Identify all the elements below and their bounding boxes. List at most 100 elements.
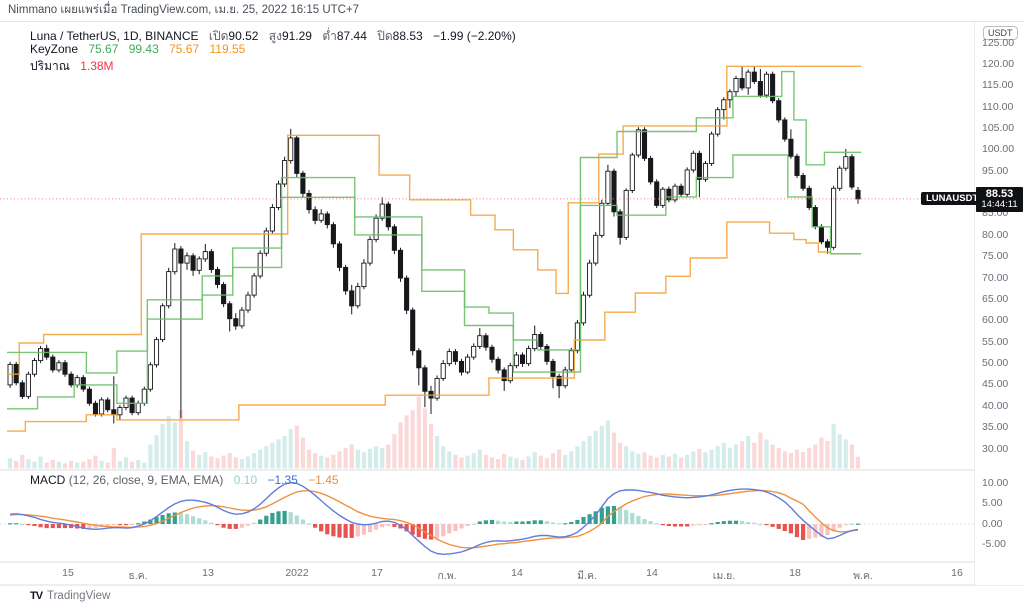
candle-up	[446, 351, 452, 365]
macd-histogram-bar	[227, 524, 232, 529]
candle-down	[818, 226, 824, 243]
volume-bar	[801, 452, 806, 469]
macd-histogram-bar	[496, 520, 501, 524]
macd-histogram-bar	[782, 524, 787, 531]
keyzone-orange-upper-line	[7, 65, 862, 375]
volume-bar	[325, 457, 330, 469]
candle-down	[458, 360, 465, 373]
macd-histogram-bar	[111, 524, 116, 526]
candle-down	[648, 157, 654, 183]
price-tick-label: 65.00	[982, 292, 1009, 305]
volume-bar	[50, 459, 55, 469]
price-axis[interactable]: USDT	[975, 22, 1024, 585]
publish-info-text: Nimmano เผยแพร่เมื่อ TradingView.com, เม…	[8, 4, 360, 16]
volume-bar	[380, 447, 385, 469]
candle-up	[843, 156, 849, 169]
macd-histogram-bar	[386, 524, 391, 526]
macd-histogram-bar	[709, 523, 714, 525]
time-tick-label: เม.ย.	[712, 570, 736, 582]
candle-up	[245, 294, 251, 311]
candle-up	[690, 152, 696, 171]
macd-histogram-bar	[569, 522, 574, 524]
volume-bar	[715, 446, 720, 469]
candle-up	[587, 262, 593, 296]
candle-down	[770, 73, 776, 102]
volume-bar	[154, 435, 159, 469]
macd-histogram-bar	[788, 524, 793, 534]
macd-histogram-bar	[624, 510, 629, 524]
macd-histogram-bar	[843, 524, 848, 526]
volume-bar	[300, 437, 305, 469]
candle-down	[306, 192, 312, 211]
volume-bar	[38, 456, 43, 469]
tradingview-watermark[interactable]: TradingView	[47, 590, 111, 602]
candle-up	[361, 262, 367, 288]
candle-down	[855, 189, 861, 200]
currency-toggle-button[interactable]: USDT	[983, 26, 1018, 40]
candle-down	[208, 251, 214, 270]
volume-bar	[502, 453, 507, 469]
volume-bar	[624, 446, 629, 469]
candle-down	[550, 360, 556, 377]
volume-bar	[441, 446, 446, 469]
candle-down	[776, 100, 782, 121]
tradingview-logo-icon[interactable]: TV	[30, 590, 43, 602]
candle-down	[300, 172, 306, 194]
candle-up	[275, 183, 282, 208]
macd-histogram-bar	[361, 524, 366, 535]
candle-up	[532, 334, 538, 350]
macd-histogram-bar	[50, 524, 55, 529]
candle-down	[617, 211, 623, 238]
time-tick-label: 14	[511, 567, 523, 579]
volume-bar	[203, 452, 208, 469]
volume-label: ปริมาณ	[30, 59, 70, 73]
volume-bar	[819, 437, 824, 469]
volume-bar	[672, 453, 678, 469]
volume-bar	[410, 410, 415, 469]
ticker-tag: LUNAUSDT	[921, 192, 984, 206]
volume-bar	[477, 449, 482, 469]
candle-up	[574, 322, 580, 352]
macd-histogram-bar	[776, 524, 781, 529]
volume-bar	[459, 457, 464, 469]
price-tick-label: 50.00	[982, 357, 1009, 369]
macd-histogram-bar	[721, 521, 726, 524]
candle-down	[404, 277, 410, 311]
macd-histogram-bar	[727, 520, 732, 524]
macd-histogram-bar	[215, 524, 220, 526]
volume-bar	[447, 451, 452, 469]
last-price-value: 88.53	[985, 187, 1014, 200]
volume-bar	[136, 459, 141, 469]
macd-histogram-bar	[642, 519, 647, 524]
volume-bar	[264, 446, 269, 469]
macd-histogram-bar	[142, 521, 147, 524]
macd-histogram-bar	[538, 520, 543, 524]
time-tick-label: 13	[202, 567, 214, 579]
volume-bar	[453, 454, 458, 469]
open-label: เปิด	[208, 29, 229, 43]
candle-down	[544, 345, 550, 362]
macd-histogram-bar	[550, 522, 556, 524]
volume-bar	[782, 451, 787, 469]
volume-bar	[178, 410, 183, 469]
candle-up	[513, 354, 519, 367]
volume-bar	[319, 455, 324, 469]
time-tick-label: 2022	[285, 567, 309, 579]
candle-up	[172, 248, 178, 273]
volume-bar	[258, 449, 263, 469]
candle-down	[68, 373, 74, 386]
macd-histogram-bar	[148, 519, 153, 524]
time-tick-label: 17	[371, 567, 383, 579]
keyzone-orange-lower-line	[7, 221, 862, 432]
volume-bar	[337, 451, 342, 469]
volume-bar	[538, 455, 543, 469]
macd-histogram-bar	[197, 518, 202, 524]
volume-bar	[313, 453, 318, 469]
macd-histogram-bar	[374, 524, 379, 530]
macd-histogram-bar	[380, 524, 385, 528]
macd-histogram-bar	[123, 524, 129, 526]
volume-bar	[245, 456, 251, 469]
candle-down	[489, 346, 495, 360]
